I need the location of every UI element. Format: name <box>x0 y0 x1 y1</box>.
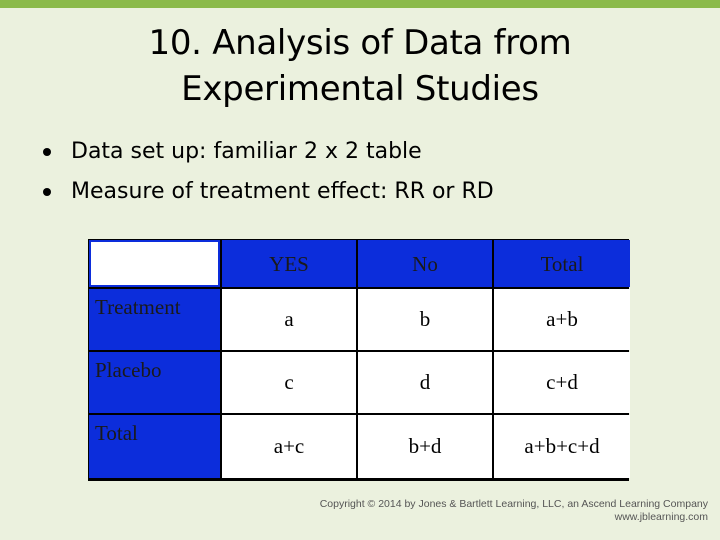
column-header-no: No <box>358 240 492 287</box>
table-cell: c <box>222 352 356 413</box>
bullet-list: Data set up: familiar 2 x 2 table Measur… <box>40 132 494 212</box>
table-cell: b+d <box>358 415 492 478</box>
table-cell: c+d <box>494 352 630 413</box>
row-header-treatment: Treatment <box>89 289 220 350</box>
table-cell: a+c <box>222 415 356 478</box>
table-cell: d <box>358 352 492 413</box>
table-cell: a+b <box>494 289 630 350</box>
title-line-1: 10. Analysis of Data from <box>148 23 572 63</box>
bullet-item: Measure of treatment effect: RR or RD <box>40 172 494 212</box>
contingency-table: YES No Total Treatment a b a+b Placebo c… <box>88 239 630 481</box>
column-header-total: Total <box>494 240 630 287</box>
table-cell: a <box>222 289 356 350</box>
copyright-notice: Copyright © 2014 by Jones & Bartlett Lea… <box>320 498 708 524</box>
title-line-2: Experimental Studies <box>181 69 539 109</box>
top-accent-bar <box>0 0 720 8</box>
table-cell: a+b+c+d <box>494 415 630 478</box>
bullet-item: Data set up: familiar 2 x 2 table <box>40 132 494 172</box>
slide-title: 10. Analysis of Data from Experimental S… <box>60 20 660 112</box>
table-cell: b <box>358 289 492 350</box>
row-header-placebo: Placebo <box>89 352 220 413</box>
column-header-yes: YES <box>222 240 356 287</box>
publisher-url: www.jblearning.com <box>614 511 708 523</box>
table-corner-cell <box>89 240 220 287</box>
row-header-total: Total <box>89 415 220 478</box>
copyright-text: Copyright © 2014 by Jones & Bartlett Lea… <box>319 498 708 510</box>
